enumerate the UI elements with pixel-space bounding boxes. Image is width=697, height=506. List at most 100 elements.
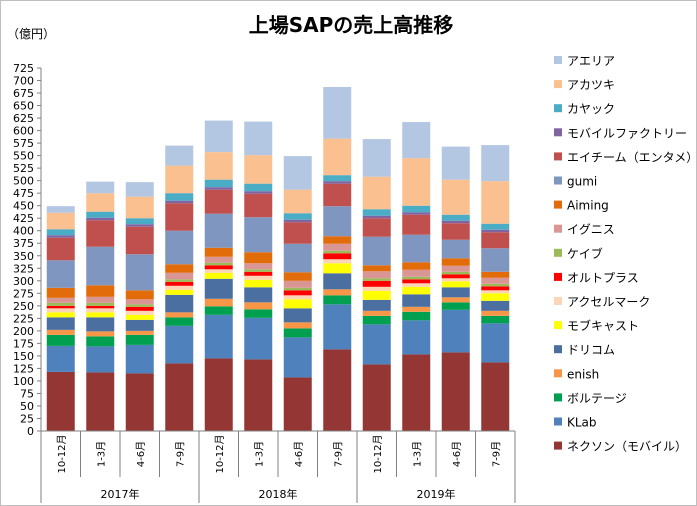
bar-segment <box>46 212 75 230</box>
legend-label: カヤック <box>567 102 615 116</box>
bar-segment <box>481 310 510 316</box>
bar-segment <box>46 329 75 335</box>
legend-label: アエリア <box>567 54 615 68</box>
bar-segment <box>86 308 115 313</box>
bar-segment <box>46 229 75 236</box>
bar-segment <box>204 189 233 214</box>
bar-segment <box>283 189 312 214</box>
bar-segment <box>204 256 233 263</box>
bar-segment <box>165 285 194 290</box>
bar-segment <box>46 334 75 346</box>
legend-label: モバイルファクトリー <box>567 126 687 140</box>
bar-segment <box>86 302 115 306</box>
y-tick-label: 500 <box>13 175 34 188</box>
bar-segment <box>86 346 115 373</box>
bar-segment <box>402 306 431 312</box>
bar-segment <box>165 325 194 364</box>
legend-label: enish <box>567 367 599 381</box>
x-category-label: 10-12月 <box>372 434 384 473</box>
bar-segment <box>283 328 312 338</box>
y-tick-label: 100 <box>13 375 34 388</box>
bar-segment <box>323 175 352 182</box>
bar-segment <box>244 191 273 194</box>
bar-segment <box>165 264 194 273</box>
bar-segment <box>283 280 312 288</box>
y-tick-label: 400 <box>13 225 34 238</box>
legend-swatch <box>554 248 562 257</box>
bar-segment <box>86 372 115 431</box>
legend-label: Aiming <box>567 199 609 213</box>
bar-segment <box>283 156 312 190</box>
bar-segment <box>86 285 115 297</box>
y-tick-label: 0 <box>27 425 34 438</box>
bar-segment <box>441 223 470 240</box>
bar-segment <box>244 309 273 318</box>
bar-segment <box>323 349 352 431</box>
bar-segment <box>441 302 470 310</box>
bar-segment <box>362 278 391 281</box>
y-tick-label: 250 <box>13 300 34 313</box>
bar-segment <box>441 352 470 431</box>
bar-segment <box>86 220 115 247</box>
year-group-label: 2017年 <box>101 487 140 501</box>
y-tick-label: 375 <box>13 237 34 250</box>
bar-segment <box>86 312 115 318</box>
bar-segment <box>362 271 391 279</box>
y-tick-label: 525 <box>13 162 34 175</box>
legend-label: KLab <box>567 416 597 430</box>
bar-segment <box>244 155 273 184</box>
bar-segment <box>283 272 312 281</box>
y-tick-label: 125 <box>13 362 34 375</box>
bar-segment <box>441 271 470 275</box>
bar-segment <box>165 203 194 231</box>
bar-segment <box>441 281 470 288</box>
bar-segment <box>362 324 391 365</box>
bar-segment <box>204 179 233 188</box>
bar-segment <box>402 283 431 287</box>
bar-segment <box>204 358 233 431</box>
y-tick-label: 25 <box>20 412 34 425</box>
bar-segment <box>402 158 431 206</box>
bar-segment <box>86 217 115 221</box>
bar-segment <box>165 279 194 282</box>
bar-segment <box>441 297 470 303</box>
bar-segment <box>46 237 75 261</box>
legend-swatch <box>554 369 562 378</box>
bar-segment <box>402 212 431 215</box>
bar-segment <box>244 269 273 272</box>
legend-swatch <box>554 128 562 137</box>
legend-swatch <box>554 152 562 161</box>
bar-segment <box>362 286 391 291</box>
bar-segment <box>86 193 115 212</box>
legend-swatch <box>554 176 562 185</box>
bar-segment <box>125 182 154 197</box>
bar-segment <box>481 277 510 284</box>
bar-segment <box>283 213 312 220</box>
legend-swatch <box>554 417 562 426</box>
bar-segment <box>323 259 352 264</box>
bar-segment <box>283 295 312 300</box>
bar-segment <box>402 262 431 270</box>
bar-segment <box>481 232 510 249</box>
bar-segment <box>125 373 154 431</box>
bar-segment <box>125 334 154 345</box>
bar-segment <box>165 317 194 326</box>
bar-segment <box>86 246 115 286</box>
bar-segment <box>125 290 154 300</box>
bar-segment <box>165 165 194 194</box>
bar-segment <box>204 187 233 190</box>
y-tick-label: 725 <box>13 62 34 75</box>
y-tick-label: 475 <box>13 187 34 200</box>
bar-segment <box>283 243 312 273</box>
legend-label: gumi <box>567 175 597 189</box>
legend-label: オルトプラス <box>567 271 639 285</box>
bar-segment <box>165 312 194 318</box>
bar-segment <box>283 219 312 223</box>
bar-segment <box>125 226 154 255</box>
bar-segment <box>46 317 75 330</box>
bar-segment <box>402 214 431 235</box>
legend-swatch <box>554 104 562 113</box>
y-tick-label: 200 <box>13 325 34 338</box>
bar-segment <box>46 287 75 298</box>
